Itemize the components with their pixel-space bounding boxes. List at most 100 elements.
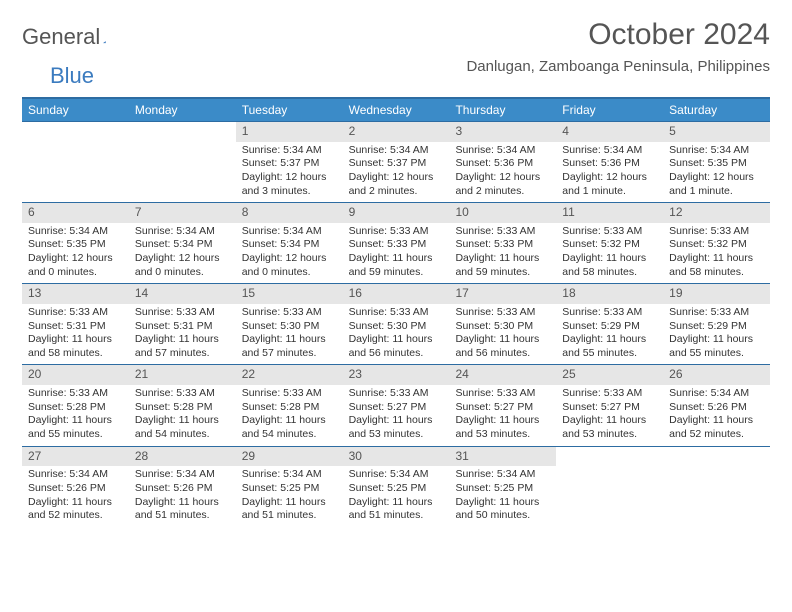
logo-text-1: General: [22, 24, 100, 50]
day-cell: 19Sunrise: 5:33 AMSunset: 5:29 PMDayligh…: [663, 284, 770, 364]
day-info-line: Sunset: 5:35 PM: [669, 157, 764, 171]
day-number: 14: [129, 284, 236, 304]
location-label: Danlugan, Zamboanga Peninsula, Philippin…: [466, 58, 770, 75]
day-info-line: Sunset: 5:31 PM: [28, 320, 123, 334]
day-body: [129, 140, 236, 146]
day-body: Sunrise: 5:34 AMSunset: 5:26 PMDaylight:…: [663, 385, 770, 446]
day-info-line: Daylight: 11 hours and 54 minutes.: [135, 414, 230, 441]
day-number: 7: [129, 203, 236, 223]
day-info-line: Sunrise: 5:34 AM: [135, 468, 230, 482]
day-number: 10: [449, 203, 556, 223]
day-info-line: Sunrise: 5:33 AM: [135, 387, 230, 401]
day-info-line: Daylight: 12 hours and 2 minutes.: [455, 171, 550, 198]
day-cell: 14Sunrise: 5:33 AMSunset: 5:31 PMDayligh…: [129, 284, 236, 364]
day-number: 29: [236, 447, 343, 467]
day-body: Sunrise: 5:33 AMSunset: 5:31 PMDaylight:…: [129, 304, 236, 365]
day-info-line: Sunrise: 5:34 AM: [242, 144, 337, 158]
day-info-line: Daylight: 11 hours and 50 minutes.: [455, 496, 550, 523]
day-cell: 25Sunrise: 5:33 AMSunset: 5:27 PMDayligh…: [556, 365, 663, 445]
day-cell: 12Sunrise: 5:33 AMSunset: 5:32 PMDayligh…: [663, 203, 770, 283]
day-info-line: Daylight: 11 hours and 59 minutes.: [455, 252, 550, 279]
weeks-container: 1Sunrise: 5:34 AMSunset: 5:37 PMDaylight…: [22, 121, 770, 527]
day-body: Sunrise: 5:33 AMSunset: 5:30 PMDaylight:…: [343, 304, 450, 365]
day-body: Sunrise: 5:33 AMSunset: 5:30 PMDaylight:…: [236, 304, 343, 365]
day-info-line: Daylight: 11 hours and 55 minutes.: [562, 333, 657, 360]
day-body: Sunrise: 5:33 AMSunset: 5:31 PMDaylight:…: [22, 304, 129, 365]
day-body: Sunrise: 5:34 AMSunset: 5:34 PMDaylight:…: [129, 223, 236, 284]
day-info-line: Sunrise: 5:33 AM: [349, 225, 444, 239]
day-cell: 31Sunrise: 5:34 AMSunset: 5:25 PMDayligh…: [449, 447, 556, 527]
day-info-line: Daylight: 11 hours and 53 minutes.: [349, 414, 444, 441]
day-number: 17: [449, 284, 556, 304]
day-body: [22, 140, 129, 146]
dayhead-wed: Wednesday: [343, 99, 450, 121]
week-row: 27Sunrise: 5:34 AMSunset: 5:26 PMDayligh…: [22, 446, 770, 527]
day-info-line: Sunset: 5:26 PM: [28, 482, 123, 496]
day-info-line: Daylight: 12 hours and 1 minute.: [669, 171, 764, 198]
day-number: 6: [22, 203, 129, 223]
day-number: 2: [343, 122, 450, 142]
day-body: Sunrise: 5:33 AMSunset: 5:27 PMDaylight:…: [556, 385, 663, 446]
day-body: Sunrise: 5:34 AMSunset: 5:36 PMDaylight:…: [556, 142, 663, 203]
day-info-line: Daylight: 11 hours and 57 minutes.: [135, 333, 230, 360]
dayhead-sat: Saturday: [663, 99, 770, 121]
day-cell: 26Sunrise: 5:34 AMSunset: 5:26 PMDayligh…: [663, 365, 770, 445]
day-info-line: Sunrise: 5:33 AM: [562, 306, 657, 320]
day-info-line: Sunrise: 5:33 AM: [455, 387, 550, 401]
day-cell: 24Sunrise: 5:33 AMSunset: 5:27 PMDayligh…: [449, 365, 556, 445]
day-info-line: Daylight: 12 hours and 0 minutes.: [135, 252, 230, 279]
day-info-line: Sunrise: 5:34 AM: [562, 144, 657, 158]
day-cell: 30Sunrise: 5:34 AMSunset: 5:25 PMDayligh…: [343, 447, 450, 527]
day-info-line: Sunset: 5:37 PM: [349, 157, 444, 171]
day-info-line: Sunrise: 5:33 AM: [669, 306, 764, 320]
day-info-line: Sunrise: 5:33 AM: [562, 387, 657, 401]
day-cell: 6Sunrise: 5:34 AMSunset: 5:35 PMDaylight…: [22, 203, 129, 283]
day-info-line: Sunset: 5:30 PM: [349, 320, 444, 334]
day-body: Sunrise: 5:34 AMSunset: 5:26 PMDaylight:…: [22, 466, 129, 527]
day-number: 26: [663, 365, 770, 385]
day-number: 4: [556, 122, 663, 142]
day-info-line: Sunset: 5:36 PM: [562, 157, 657, 171]
day-info-line: Daylight: 12 hours and 1 minute.: [562, 171, 657, 198]
day-number: 25: [556, 365, 663, 385]
day-info-line: Daylight: 11 hours and 52 minutes.: [669, 414, 764, 441]
day-info-line: Daylight: 11 hours and 51 minutes.: [135, 496, 230, 523]
week-row: 13Sunrise: 5:33 AMSunset: 5:31 PMDayligh…: [22, 283, 770, 364]
day-info-line: Sunset: 5:29 PM: [562, 320, 657, 334]
day-body: Sunrise: 5:34 AMSunset: 5:37 PMDaylight:…: [343, 142, 450, 203]
day-info-line: Sunset: 5:27 PM: [562, 401, 657, 415]
day-body: Sunrise: 5:33 AMSunset: 5:29 PMDaylight:…: [556, 304, 663, 365]
day-info-line: Daylight: 11 hours and 58 minutes.: [28, 333, 123, 360]
day-info-line: Sunrise: 5:34 AM: [28, 468, 123, 482]
day-info-line: Daylight: 11 hours and 59 minutes.: [349, 252, 444, 279]
day-cell: 15Sunrise: 5:33 AMSunset: 5:30 PMDayligh…: [236, 284, 343, 364]
day-info-line: Sunrise: 5:34 AM: [28, 225, 123, 239]
day-cell: 8Sunrise: 5:34 AMSunset: 5:34 PMDaylight…: [236, 203, 343, 283]
day-cell: 29Sunrise: 5:34 AMSunset: 5:25 PMDayligh…: [236, 447, 343, 527]
day-body: Sunrise: 5:33 AMSunset: 5:29 PMDaylight:…: [663, 304, 770, 365]
day-cell: [663, 447, 770, 527]
logo-triangle-icon: [103, 34, 106, 50]
day-body: Sunrise: 5:33 AMSunset: 5:27 PMDaylight:…: [449, 385, 556, 446]
day-info-line: Sunset: 5:26 PM: [135, 482, 230, 496]
day-body: Sunrise: 5:34 AMSunset: 5:35 PMDaylight:…: [22, 223, 129, 284]
day-number: 11: [556, 203, 663, 223]
day-info-line: Sunset: 5:31 PM: [135, 320, 230, 334]
day-number: 16: [343, 284, 450, 304]
day-info-line: Daylight: 11 hours and 51 minutes.: [242, 496, 337, 523]
day-info-line: Sunset: 5:27 PM: [455, 401, 550, 415]
day-number: 31: [449, 447, 556, 467]
day-body: Sunrise: 5:34 AMSunset: 5:34 PMDaylight:…: [236, 223, 343, 284]
day-info-line: Sunset: 5:27 PM: [349, 401, 444, 415]
logo-text-2: Blue: [50, 63, 94, 89]
day-info-line: Sunset: 5:28 PM: [242, 401, 337, 415]
day-cell: 4Sunrise: 5:34 AMSunset: 5:36 PMDaylight…: [556, 122, 663, 202]
day-cell: 17Sunrise: 5:33 AMSunset: 5:30 PMDayligh…: [449, 284, 556, 364]
day-info-line: Sunset: 5:34 PM: [242, 238, 337, 252]
day-body: Sunrise: 5:33 AMSunset: 5:28 PMDaylight:…: [22, 385, 129, 446]
day-number: [556, 447, 663, 465]
day-cell: 23Sunrise: 5:33 AMSunset: 5:27 PMDayligh…: [343, 365, 450, 445]
day-cell: 10Sunrise: 5:33 AMSunset: 5:33 PMDayligh…: [449, 203, 556, 283]
calendar-page: General October 2024 Danlugan, Zamboanga…: [0, 0, 792, 612]
day-info-line: Sunrise: 5:34 AM: [669, 387, 764, 401]
